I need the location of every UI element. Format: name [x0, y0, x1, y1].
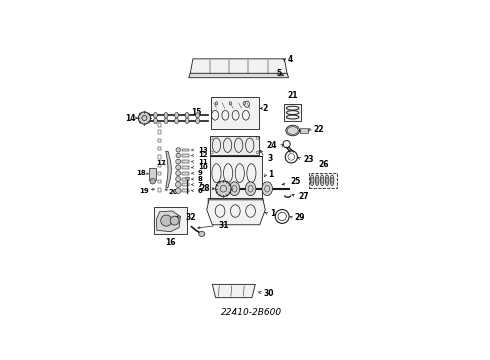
Bar [182, 183, 189, 186]
Text: 10: 10 [198, 165, 208, 170]
Bar [211, 97, 259, 129]
Bar [182, 166, 189, 169]
Text: 22: 22 [313, 125, 324, 134]
Text: 21: 21 [288, 91, 298, 100]
Bar [182, 177, 189, 180]
Text: 3: 3 [267, 154, 272, 163]
Ellipse shape [199, 231, 205, 237]
Polygon shape [166, 151, 171, 187]
Text: 30: 30 [263, 289, 273, 298]
Text: 19: 19 [140, 188, 149, 194]
Ellipse shape [196, 118, 199, 123]
Text: 27: 27 [298, 192, 309, 201]
Bar [158, 172, 161, 175]
Bar [309, 173, 337, 188]
Text: 8: 8 [198, 176, 203, 182]
Polygon shape [212, 284, 255, 298]
Text: 20: 20 [168, 189, 178, 194]
Circle shape [175, 188, 181, 193]
Ellipse shape [185, 118, 189, 123]
Ellipse shape [229, 182, 240, 196]
Bar [182, 160, 189, 163]
Bar [158, 123, 161, 127]
Polygon shape [208, 198, 263, 204]
Ellipse shape [153, 118, 157, 123]
Text: 12: 12 [198, 153, 208, 158]
Text: 16: 16 [166, 238, 176, 247]
Bar [300, 128, 308, 133]
Bar [182, 154, 189, 157]
Circle shape [161, 215, 172, 226]
Circle shape [216, 181, 231, 197]
Bar [182, 172, 189, 175]
Circle shape [176, 153, 180, 158]
Ellipse shape [185, 177, 189, 179]
Bar [158, 139, 161, 142]
Polygon shape [189, 73, 289, 78]
Bar [182, 149, 189, 151]
Ellipse shape [196, 112, 199, 118]
Bar [158, 155, 161, 158]
Text: 26: 26 [318, 160, 328, 169]
Text: 7: 7 [198, 181, 203, 188]
Ellipse shape [174, 112, 178, 118]
Ellipse shape [164, 112, 168, 118]
Text: 31: 31 [219, 221, 229, 230]
Text: 29: 29 [294, 213, 305, 222]
Ellipse shape [185, 112, 189, 118]
Bar [158, 130, 161, 134]
Bar [284, 104, 301, 121]
Text: 23: 23 [303, 155, 314, 164]
Text: 1: 1 [269, 170, 274, 179]
Ellipse shape [153, 112, 157, 118]
Text: 22410-2B600: 22410-2B600 [220, 308, 282, 317]
Polygon shape [207, 200, 265, 225]
Text: 1: 1 [270, 210, 275, 219]
Bar [158, 180, 161, 184]
Text: 5: 5 [277, 69, 282, 78]
Text: 32: 32 [185, 213, 196, 222]
Text: 28: 28 [199, 184, 210, 193]
Text: 13: 13 [198, 147, 208, 153]
Text: 18: 18 [136, 170, 146, 176]
Bar [149, 168, 156, 180]
Circle shape [176, 176, 181, 181]
Ellipse shape [216, 102, 218, 105]
Ellipse shape [229, 102, 231, 105]
Bar [154, 207, 187, 234]
Polygon shape [190, 59, 287, 74]
Text: 2: 2 [263, 104, 268, 113]
Polygon shape [156, 211, 180, 232]
Text: 15: 15 [191, 108, 201, 117]
Circle shape [150, 179, 155, 184]
Bar [158, 163, 161, 167]
Text: 11: 11 [198, 158, 208, 165]
Bar [158, 188, 161, 192]
Text: 4: 4 [288, 55, 293, 64]
Ellipse shape [245, 182, 256, 196]
Ellipse shape [286, 125, 300, 136]
Circle shape [170, 216, 179, 225]
Text: 17: 17 [156, 160, 166, 166]
Bar [158, 147, 161, 150]
Circle shape [176, 148, 180, 152]
Ellipse shape [174, 118, 178, 123]
Bar [182, 189, 189, 192]
Text: 25: 25 [290, 177, 300, 186]
Circle shape [176, 165, 181, 170]
Bar [210, 156, 262, 198]
Text: 14: 14 [125, 113, 136, 122]
Circle shape [176, 171, 181, 176]
Ellipse shape [164, 118, 168, 123]
Ellipse shape [243, 102, 245, 105]
Ellipse shape [262, 182, 272, 196]
Text: 9: 9 [198, 170, 203, 176]
Text: 6: 6 [198, 188, 203, 194]
Circle shape [176, 159, 181, 164]
Text: 24: 24 [267, 141, 277, 150]
Circle shape [175, 182, 181, 187]
Bar [210, 136, 259, 155]
Circle shape [138, 112, 150, 124]
